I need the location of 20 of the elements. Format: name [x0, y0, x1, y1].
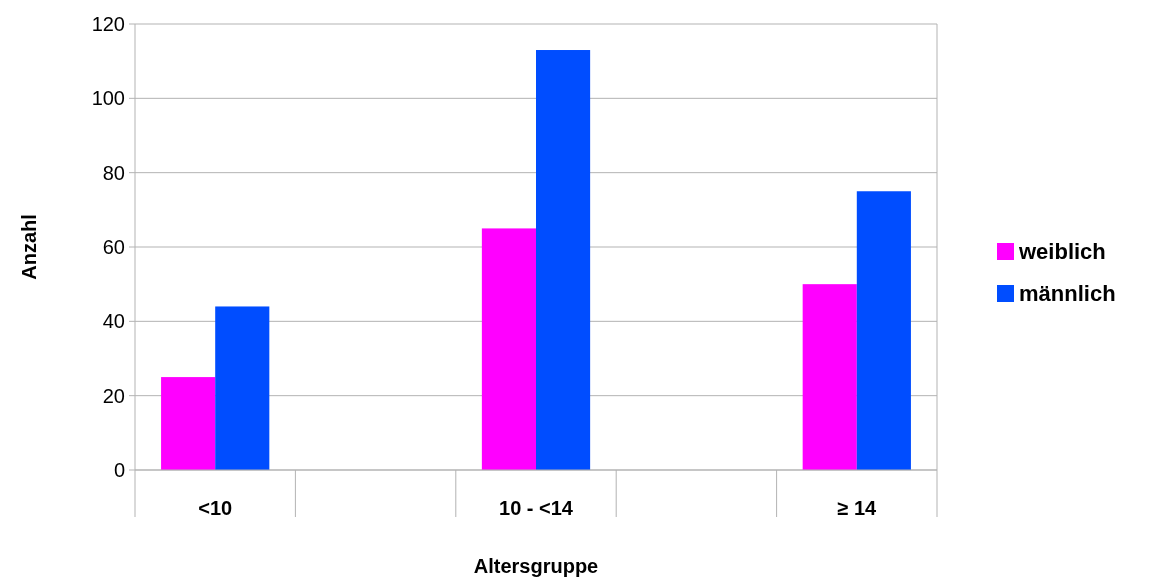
y-tick-label: 60 [102, 236, 125, 258]
y-tick-label: 80 [102, 161, 125, 184]
x-tick-label: ≥ 14 [837, 497, 878, 519]
legend-label: weiblich [1018, 238, 1106, 264]
bar [161, 377, 216, 470]
legend-label: männlich [1019, 280, 1116, 306]
y-tick-label: 100 [91, 87, 125, 110]
bar [856, 191, 911, 470]
bar [536, 50, 591, 470]
y-tick-label: 0 [113, 459, 125, 481]
x-tick-label: <10 [198, 497, 233, 519]
bar [215, 306, 270, 470]
y-tick-label: 120 [91, 13, 125, 35]
x-tick-label: 10 - <14 [499, 497, 574, 519]
bar [802, 284, 857, 470]
bar [481, 228, 536, 470]
y-axis-title: Anzahl [18, 214, 40, 280]
y-tick-label: 20 [102, 384, 125, 407]
y-tick-label: 40 [102, 310, 125, 333]
x-axis-title: Altersgruppe [473, 555, 599, 577]
